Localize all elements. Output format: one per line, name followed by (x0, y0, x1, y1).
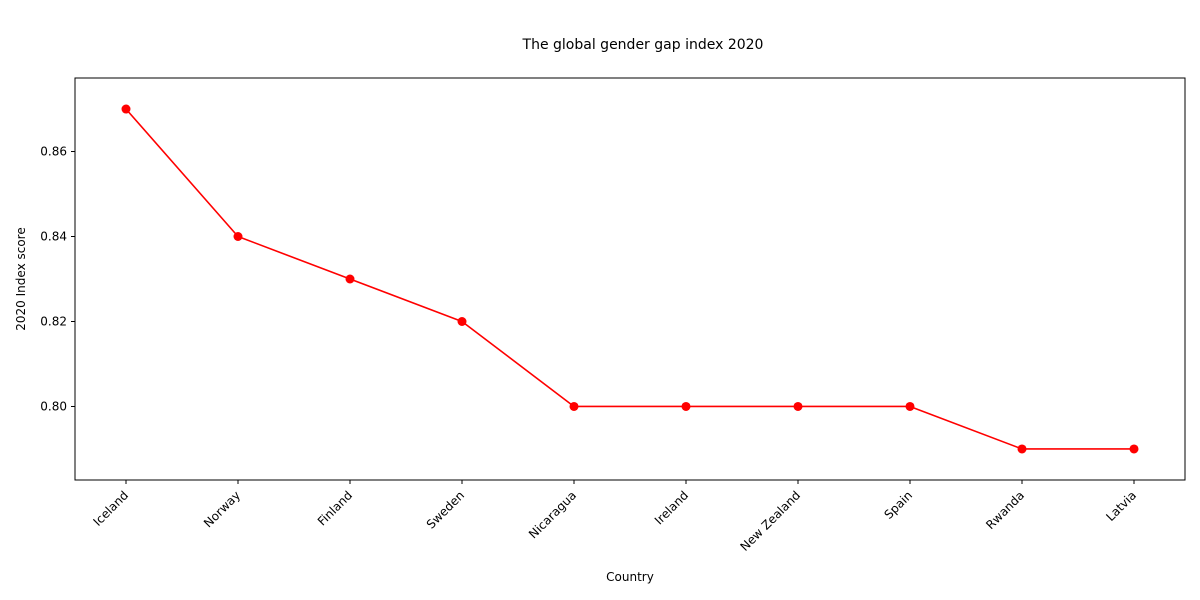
data-point (121, 104, 131, 114)
y-tick-label: 0.84 (40, 230, 67, 244)
x-tick-label: Norway (201, 488, 243, 530)
y-axis-title: 2020 Index score (14, 227, 28, 330)
x-tick-label: Rwanda (983, 488, 1027, 532)
x-tick-label: Iceland (91, 488, 132, 529)
x-axis: Iceland Norway Finland Sweden Nicaragua Irela… (91, 480, 1139, 554)
x-tick-label: Spain (882, 488, 916, 522)
data-point (681, 401, 691, 411)
data-point (1129, 444, 1139, 454)
y-tick-label: 0.80 (40, 399, 67, 413)
data-point (457, 316, 467, 326)
y-tick-label: 0.86 (40, 145, 67, 159)
x-tick-label: Nicaragua (526, 488, 579, 541)
series-layer (121, 104, 1139, 454)
x-tick-label: Sweden (424, 488, 467, 531)
series-line (125, 108, 1134, 450)
x-tick-label: Ireland (652, 488, 691, 527)
x-tick-label: Finland (315, 488, 355, 528)
data-point (905, 401, 915, 411)
data-point (569, 401, 579, 411)
y-axis: 0.80 0.82 0.84 0.86 (40, 145, 75, 413)
chart-title: The global gender gap index 2020 (522, 37, 764, 53)
x-tick-label: Latvia (1103, 488, 1139, 524)
x-axis-title: Country (606, 570, 654, 584)
x-tick-label: New Zealand (737, 488, 803, 554)
data-point (233, 232, 243, 242)
data-point (1017, 444, 1027, 454)
data-point (345, 274, 355, 284)
data-point (793, 401, 803, 411)
y-tick-label: 0.82 (40, 314, 67, 328)
plot-area-frame (74, 77, 1186, 481)
